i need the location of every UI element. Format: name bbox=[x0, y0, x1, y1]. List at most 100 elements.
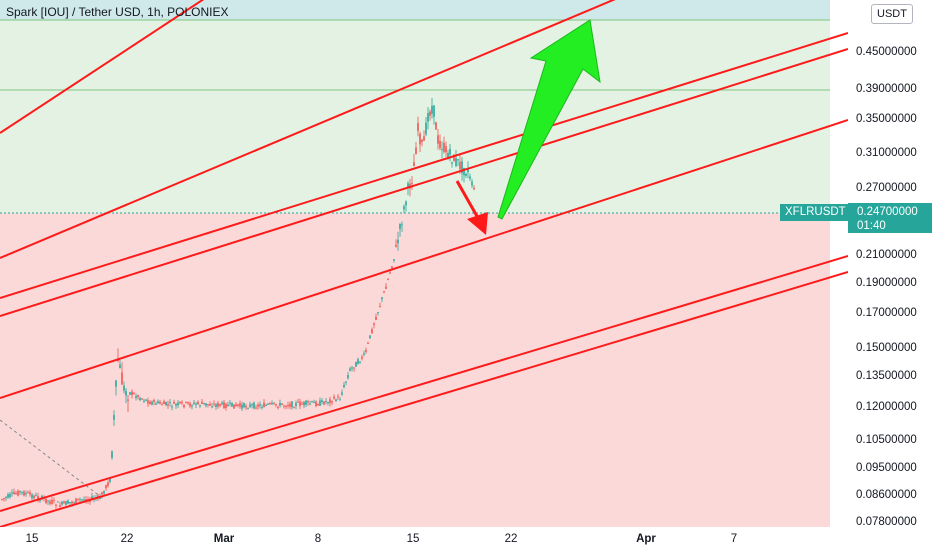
candle-body bbox=[253, 402, 255, 409]
candle-body bbox=[71, 501, 73, 504]
candle-body bbox=[47, 500, 49, 502]
candle-body bbox=[151, 401, 153, 405]
candle-body bbox=[335, 399, 337, 402]
candle-body bbox=[263, 402, 265, 408]
candle-body bbox=[23, 491, 25, 496]
time-axis[interactable]: 15 22 Mar 8 15 22 Apr 7 bbox=[0, 527, 848, 550]
trendline-3[interactable] bbox=[0, 32, 848, 299]
price-axis[interactable]: 0.45000000 0.39000000 0.35000000 0.31000000… bbox=[848, 0, 932, 528]
candle-body bbox=[257, 404, 259, 407]
candle-body bbox=[397, 239, 399, 244]
candle-body bbox=[471, 181, 473, 186]
candle-body bbox=[143, 400, 145, 402]
candle-body bbox=[255, 407, 257, 409]
currency-button[interactable]: USDT bbox=[871, 4, 913, 24]
candle-body bbox=[165, 401, 167, 406]
last-price-value: 0.24700000 bbox=[857, 206, 918, 218]
candle-body bbox=[279, 402, 281, 406]
trendline-4[interactable] bbox=[0, 48, 848, 317]
candle-body bbox=[369, 335, 371, 339]
down-arrow[interactable] bbox=[455, 180, 488, 235]
candle-body bbox=[25, 493, 27, 495]
candle-body bbox=[265, 404, 267, 406]
price-tick: 0.09500000 bbox=[856, 462, 917, 474]
candle-body bbox=[259, 404, 261, 406]
chart-area[interactable]: Spark [IOU] / Tether USD, 1h, POLONIEX X… bbox=[0, 0, 848, 527]
candle-body bbox=[433, 105, 435, 117]
up-arrow[interactable] bbox=[497, 19, 601, 220]
trendline-1[interactable] bbox=[0, 0, 210, 134]
candle-body bbox=[207, 404, 209, 406]
candle-body bbox=[313, 401, 315, 403]
price-tick: 0.07800000 bbox=[856, 516, 917, 528]
candle-body bbox=[75, 498, 77, 504]
time-label: 22 bbox=[504, 533, 518, 545]
candle-body bbox=[123, 385, 125, 391]
candle-body bbox=[171, 406, 173, 408]
candle-body bbox=[65, 501, 67, 506]
candle-body bbox=[361, 356, 363, 359]
candle-body bbox=[427, 113, 429, 122]
candle-body bbox=[403, 206, 405, 210]
candle-body bbox=[319, 400, 321, 406]
candle-body bbox=[327, 402, 329, 404]
candle-body bbox=[331, 401, 333, 403]
trendline-2[interactable] bbox=[0, 0, 625, 259]
candle-body bbox=[267, 403, 269, 405]
candle-body bbox=[309, 403, 311, 405]
candle-body bbox=[197, 401, 199, 405]
candle-body bbox=[407, 183, 409, 188]
candle-body bbox=[53, 500, 55, 502]
candle-body bbox=[457, 159, 459, 161]
candle-body bbox=[377, 312, 379, 314]
candle-body bbox=[401, 224, 403, 226]
candle-body bbox=[11, 492, 13, 494]
price-tick: 0.31000000 bbox=[856, 147, 917, 159]
candle-body bbox=[261, 406, 263, 408]
candle-body bbox=[159, 401, 161, 404]
candle-body bbox=[357, 359, 359, 364]
trendline-7[interactable] bbox=[0, 271, 848, 527]
candle-body bbox=[245, 405, 247, 408]
candle-body bbox=[389, 272, 391, 274]
candle-body bbox=[239, 403, 241, 407]
candle-body bbox=[137, 395, 139, 397]
candle-body bbox=[167, 404, 169, 406]
candle-body bbox=[163, 401, 165, 405]
candle-body bbox=[215, 404, 217, 408]
trendline-6[interactable] bbox=[0, 255, 848, 512]
candle-body bbox=[405, 201, 407, 206]
candle-body bbox=[67, 500, 69, 504]
candle-body bbox=[31, 494, 33, 499]
candle-body bbox=[333, 396, 335, 399]
candle-body bbox=[5, 497, 7, 499]
candle-body bbox=[355, 362, 357, 367]
trendlines[interactable] bbox=[0, 0, 848, 527]
trendline-5[interactable] bbox=[0, 119, 848, 399]
candle-body bbox=[187, 402, 189, 404]
candle-body bbox=[339, 399, 341, 401]
time-label: Apr bbox=[636, 533, 656, 545]
candle-body bbox=[121, 372, 123, 385]
candle-body bbox=[425, 122, 427, 135]
candle-body bbox=[223, 402, 225, 409]
price-chart[interactable] bbox=[0, 0, 848, 527]
candle-body bbox=[235, 404, 237, 407]
candle-body bbox=[299, 401, 301, 407]
candle-body bbox=[283, 405, 285, 407]
candle-body bbox=[19, 490, 21, 493]
candle-body bbox=[441, 149, 443, 151]
candle-body bbox=[243, 402, 245, 408]
price-tick: 0.17000000 bbox=[856, 307, 917, 319]
price-tick: 0.27000000 bbox=[856, 182, 917, 194]
price-tick: 0.45000000 bbox=[856, 46, 917, 58]
candle-body bbox=[317, 404, 319, 406]
candle-body bbox=[353, 367, 355, 369]
candle-body bbox=[105, 485, 107, 489]
candle-body bbox=[447, 152, 449, 159]
candle-body bbox=[33, 495, 35, 499]
candle-body bbox=[399, 223, 401, 230]
candle-body bbox=[145, 399, 147, 401]
candle-body bbox=[225, 403, 227, 408]
candle-body bbox=[437, 135, 439, 144]
